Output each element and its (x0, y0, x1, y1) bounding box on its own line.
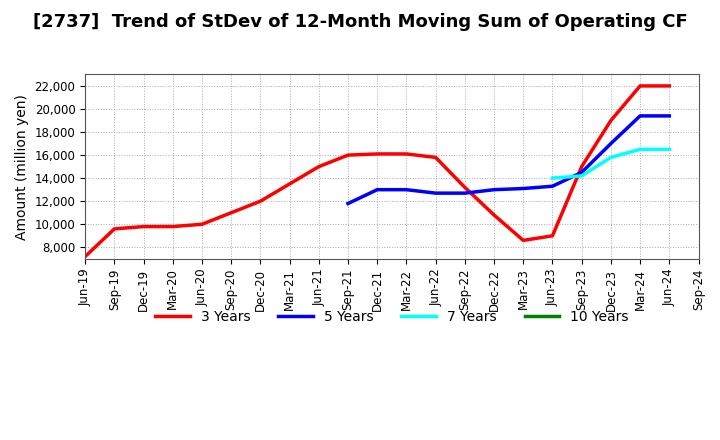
Legend: 3 Years, 5 Years, 7 Years, 10 Years: 3 Years, 5 Years, 7 Years, 10 Years (149, 304, 634, 330)
Text: [2737]  Trend of StDev of 12-Month Moving Sum of Operating CF: [2737] Trend of StDev of 12-Month Moving… (32, 13, 688, 31)
Y-axis label: Amount (million yen): Amount (million yen) (15, 94, 29, 239)
